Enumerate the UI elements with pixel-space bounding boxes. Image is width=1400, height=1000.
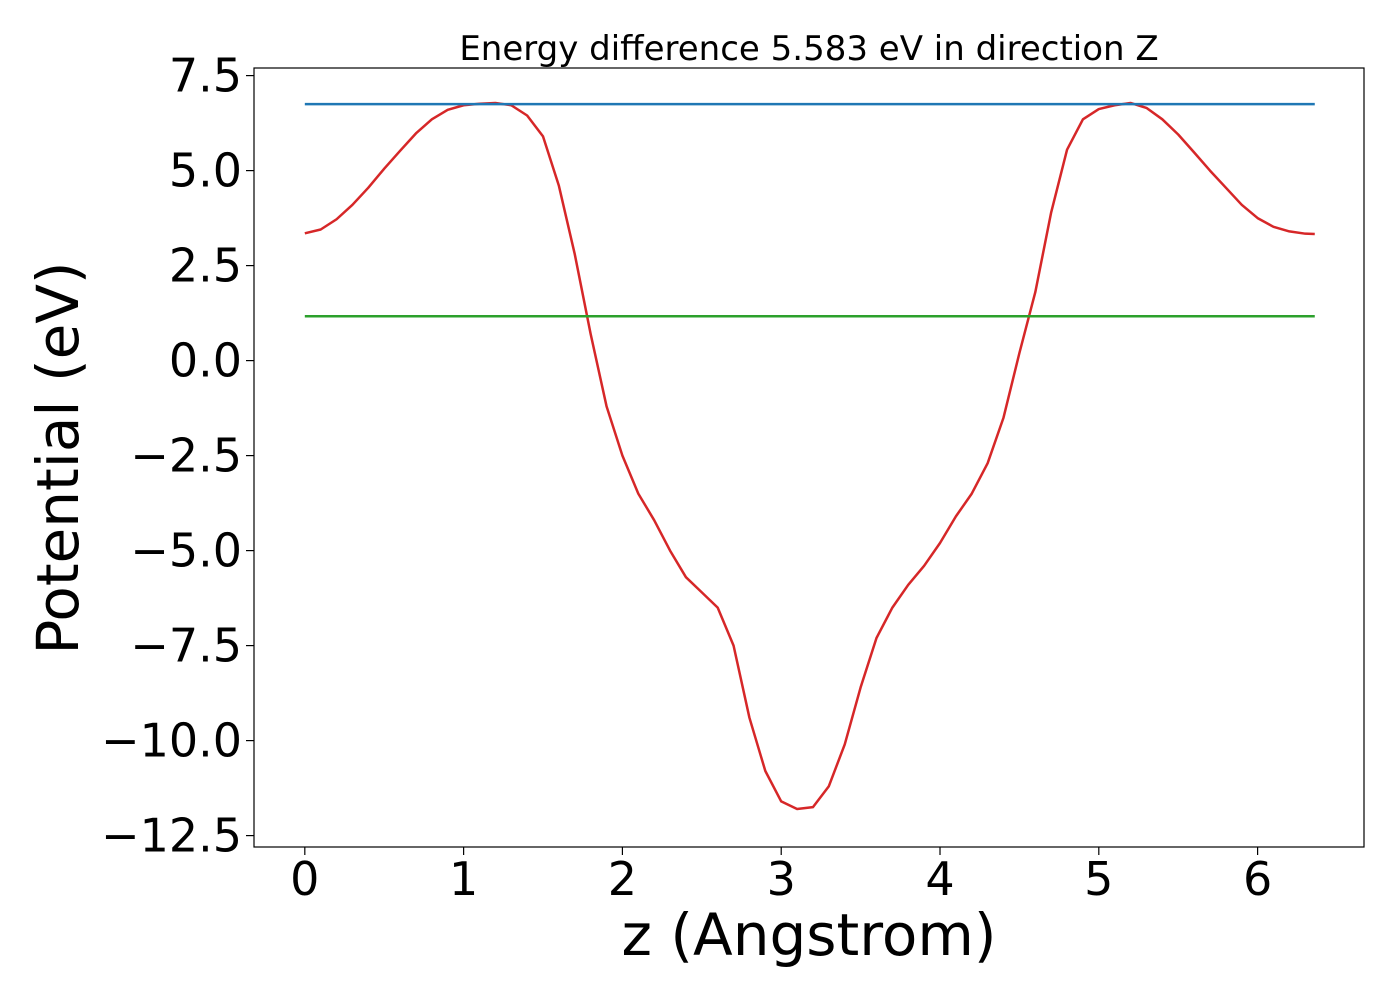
y-tick-label: −5.0 bbox=[130, 524, 242, 578]
y-tick-label: 2.5 bbox=[169, 239, 242, 293]
x-tick-label: 4 bbox=[925, 852, 954, 906]
x-tick-label: 2 bbox=[608, 852, 637, 906]
x-axis: 0 1 2 3 4 5 6 bbox=[290, 847, 1272, 906]
y-tick-label: −2.5 bbox=[130, 429, 242, 483]
plot-background bbox=[254, 68, 1364, 847]
plot-area bbox=[254, 68, 1364, 847]
x-tick-label: 6 bbox=[1243, 852, 1272, 906]
y-tick-label: 0.0 bbox=[169, 334, 242, 388]
x-tick-label: 3 bbox=[767, 852, 796, 906]
y-axis-title: Potential (eV) bbox=[24, 261, 92, 654]
x-axis-title: z (Angstrom) bbox=[622, 901, 997, 969]
y-tick-label: 5.0 bbox=[169, 144, 242, 198]
y-tick-label: 7.5 bbox=[169, 49, 242, 103]
y-tick-label: −7.5 bbox=[130, 619, 242, 673]
series-layer bbox=[304, 101, 1315, 811]
x-tick-label: 1 bbox=[449, 852, 478, 906]
x-tick-label: 5 bbox=[1084, 852, 1113, 906]
y-tick-label: −12.5 bbox=[101, 809, 242, 863]
x-tick-label: 0 bbox=[290, 852, 319, 906]
chart-title: Energy difference 5.583 eV in direction … bbox=[459, 29, 1158, 69]
plot-frame bbox=[253, 67, 1365, 848]
y-tick-label: −10.0 bbox=[101, 714, 242, 768]
y-axis: 7.5 5.0 2.5 0.0 −2.5 −5.0 −7.5 −10.0 −12.5 bbox=[101, 49, 254, 863]
